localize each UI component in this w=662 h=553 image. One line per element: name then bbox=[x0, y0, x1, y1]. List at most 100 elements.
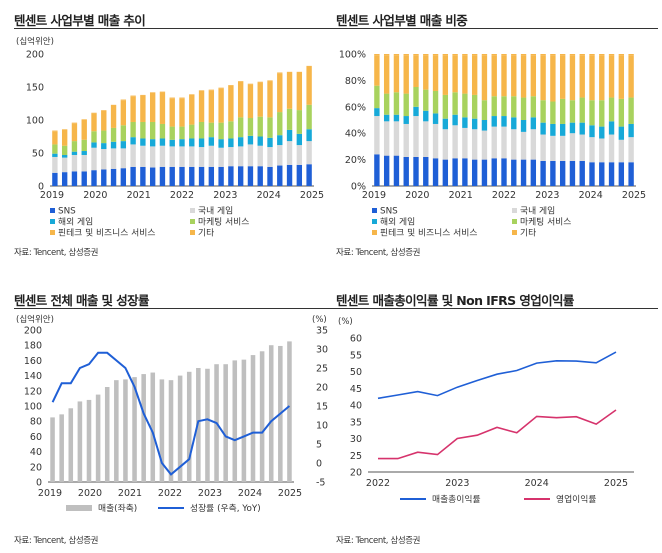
legend-label: 마케팅 서비스 bbox=[520, 217, 571, 228]
legend-label: 핀테크 및 비즈니스 서비스 bbox=[58, 227, 155, 239]
bar-series-2 bbox=[237, 137, 244, 147]
y-tick-label: 80% bbox=[345, 76, 366, 87]
bar-series-4 bbox=[159, 92, 166, 124]
revenue-bar bbox=[159, 379, 165, 482]
bar-series-4 bbox=[481, 55, 488, 101]
bar-series-0 bbox=[471, 159, 478, 186]
bar-series-0 bbox=[277, 165, 283, 186]
x-tick-label: 2024 bbox=[525, 478, 549, 489]
bar-series-1 bbox=[159, 145, 166, 167]
bar-series-4 bbox=[520, 55, 527, 98]
bar-series-0 bbox=[159, 166, 166, 186]
bar-series-2 bbox=[228, 138, 234, 148]
legend-swatch bbox=[190, 230, 195, 235]
y-tick-label: 120 bbox=[24, 386, 42, 397]
bar-series-0 bbox=[413, 156, 419, 186]
bar-series-1 bbox=[130, 144, 136, 167]
bar-series-2 bbox=[393, 114, 400, 122]
revenue-bar bbox=[59, 414, 64, 482]
bar-series-2 bbox=[208, 137, 215, 146]
bar-series-5 bbox=[491, 54, 497, 56]
bar-series-4 bbox=[247, 84, 254, 119]
bar-series-2 bbox=[579, 122, 585, 135]
bar-series-0 bbox=[374, 154, 380, 186]
y-tick-label: 0% bbox=[351, 182, 366, 193]
bar-series-2 bbox=[383, 114, 390, 122]
y-tick-label: 30 bbox=[350, 434, 362, 445]
legend-swatch-bar bbox=[66, 505, 92, 511]
bar-series-4 bbox=[432, 55, 439, 91]
bar-series-2 bbox=[599, 126, 605, 139]
y-tick-label: 50 bbox=[350, 367, 362, 378]
bar-series-4 bbox=[579, 55, 585, 98]
bar-series-4 bbox=[374, 55, 380, 86]
bar-series-0 bbox=[579, 160, 585, 186]
bar-series-5 bbox=[618, 54, 625, 56]
bar-series-1 bbox=[277, 145, 283, 166]
bar-series-4 bbox=[618, 55, 625, 99]
y-tick-label: 0 bbox=[36, 478, 42, 489]
bar-series-1 bbox=[267, 147, 273, 167]
bar-series-5 bbox=[481, 54, 488, 56]
bar-series-0 bbox=[491, 158, 497, 186]
revenue-bar bbox=[114, 380, 119, 482]
bar-series-2 bbox=[540, 122, 546, 135]
legend-swatch bbox=[50, 230, 55, 235]
bar-series-1 bbox=[374, 116, 380, 155]
bar-series-3 bbox=[452, 92, 458, 115]
y2-tick-label: 10 bbox=[316, 421, 328, 432]
legend-label: 매출총이익률 bbox=[432, 493, 481, 505]
title-rule bbox=[336, 308, 658, 309]
x-tick-label: 2025 bbox=[278, 488, 302, 499]
bar-series-5 bbox=[198, 90, 205, 91]
bar-series-5 bbox=[52, 130, 58, 132]
bar-series-5 bbox=[286, 71, 293, 73]
bar-series-5 bbox=[462, 54, 468, 56]
bar-series-5 bbox=[71, 122, 78, 124]
x-tick-label: 2024 bbox=[579, 190, 603, 201]
bar-series-1 bbox=[608, 134, 615, 163]
revenue-bar bbox=[50, 417, 55, 482]
bar-series-3 bbox=[569, 100, 576, 123]
bar-series-2 bbox=[257, 136, 263, 146]
bar-series-4 bbox=[550, 55, 556, 102]
y-tick-label: 140 bbox=[24, 371, 42, 382]
bar-series-1 bbox=[501, 126, 507, 159]
bar-series-3 bbox=[286, 108, 293, 130]
bar-series-0 bbox=[530, 159, 537, 186]
bar-series-0 bbox=[599, 162, 605, 186]
x-tick-label: 2022 bbox=[366, 478, 390, 489]
bar-series-4 bbox=[413, 55, 419, 87]
bar-series-2 bbox=[71, 151, 78, 155]
x-tick-label: 2021 bbox=[118, 488, 142, 499]
bar-series-4 bbox=[257, 82, 263, 117]
bar-series-5 bbox=[550, 54, 556, 56]
bar-series-2 bbox=[628, 123, 634, 138]
legend-label: 마케팅 서비스 bbox=[198, 217, 249, 228]
bar-series-2 bbox=[110, 141, 117, 149]
legend-label: 해외 게임 bbox=[380, 216, 415, 228]
bar-series-0 bbox=[501, 158, 507, 186]
bar-series-0 bbox=[52, 172, 58, 186]
x-tick-label: 2023 bbox=[445, 478, 469, 489]
y-tick-label: 100% bbox=[339, 50, 366, 61]
y-tick-label: 60 bbox=[350, 334, 362, 345]
chart-title: 텐센트 사업부별 매출 비중 bbox=[336, 13, 468, 28]
bar-series-3 bbox=[198, 121, 205, 139]
source-note: 자료: Tencent, 삼성증권 bbox=[14, 536, 99, 546]
bar-series-3 bbox=[61, 145, 68, 155]
bar-series-2 bbox=[267, 137, 273, 148]
bar-series-2 bbox=[520, 120, 527, 132]
legend-swatch bbox=[50, 219, 55, 224]
bar-series-5 bbox=[569, 54, 576, 56]
legend-label: 기타 bbox=[198, 228, 214, 239]
bar-series-2 bbox=[452, 114, 458, 126]
bar-series-2 bbox=[140, 138, 146, 146]
bar-series-3 bbox=[130, 121, 136, 138]
bar-series-2 bbox=[159, 138, 166, 146]
x-tick-label: 2019 bbox=[38, 488, 62, 499]
bar-series-3 bbox=[491, 96, 497, 117]
bar-series-0 bbox=[140, 166, 146, 186]
bar-series-0 bbox=[540, 160, 546, 186]
legend-label: 해외 게임 bbox=[58, 216, 93, 228]
